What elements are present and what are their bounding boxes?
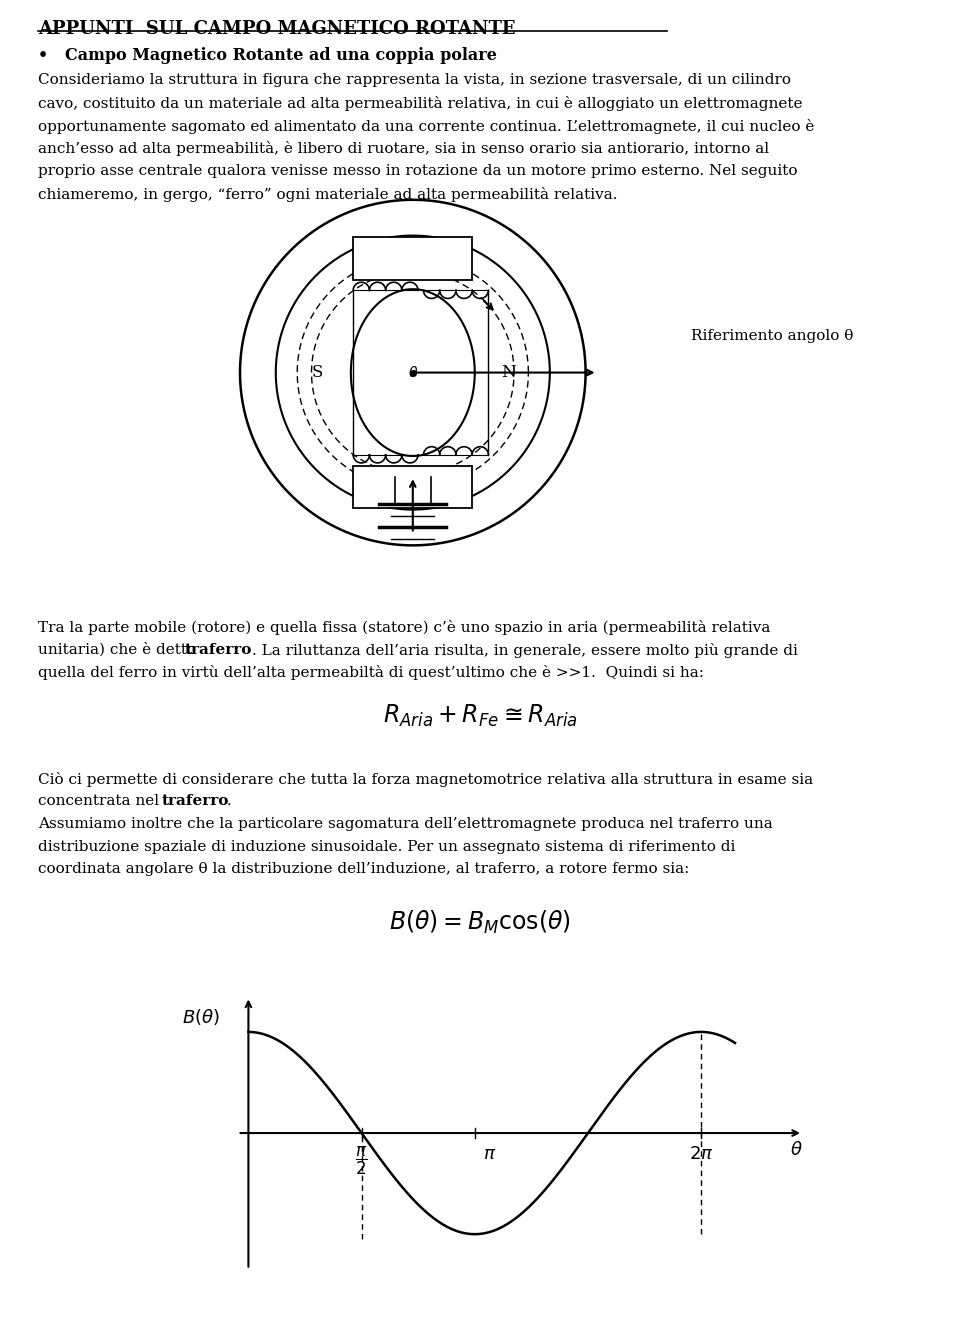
Text: $2\pi$: $2\pi$: [689, 1145, 713, 1164]
Text: anch’esso ad alta permeabilità, è libero di ruotare, sia in senso orario sia ant: anch’esso ad alta permeabilità, è libero…: [38, 141, 770, 156]
Text: unitaria) che è detto: unitaria) che è detto: [38, 643, 206, 657]
Text: $R_{\mathit{Aria}}+R_{\mathit{Fe}}\cong R_{\mathit{Aria}}$: $R_{\mathit{Aria}}+R_{\mathit{Fe}}\cong …: [382, 702, 578, 729]
Text: $\theta$: $\theta$: [408, 365, 418, 380]
Text: APPUNTI  SUL CAMPO MAGNETICO ROTANTE: APPUNTI SUL CAMPO MAGNETICO ROTANTE: [38, 20, 516, 39]
Polygon shape: [353, 237, 472, 280]
Text: Tra la parte mobile (rotore) e quella fissa (statore) c’è uno spazio in aria (pe: Tra la parte mobile (rotore) e quella fi…: [38, 620, 771, 635]
Text: distribuzione spaziale di induzione sinusoidale. Per un assegnato sistema di rif: distribuzione spaziale di induzione sinu…: [38, 840, 735, 854]
Text: •   Campo Magnetico Rotante ad una coppia polare: • Campo Magnetico Rotante ad una coppia …: [38, 47, 497, 64]
Text: concentrata nel: concentrata nel: [38, 794, 164, 809]
Text: coordinata angolare θ la distribuzione dell’induzione, al traferro, a rotore fer: coordinata angolare θ la distribuzione d…: [38, 862, 690, 877]
Text: $\theta$: $\theta$: [790, 1141, 803, 1160]
Text: $\dfrac{\pi}{2}$: $\dfrac{\pi}{2}$: [355, 1145, 368, 1177]
Text: $B(\theta)$: $B(\theta)$: [182, 1006, 220, 1028]
Text: $\pi$: $\pi$: [484, 1145, 496, 1164]
Text: S: S: [312, 364, 324, 381]
Text: Consideriamo la struttura in figura che rappresenta la vista, in sezione trasver: Consideriamo la struttura in figura che …: [38, 73, 791, 88]
Text: proprio asse centrale qualora venisse messo in rotazione da un motore primo este: proprio asse centrale qualora venisse me…: [38, 164, 798, 179]
Text: quella del ferro in virtù dell’alta permeabiltà di quest’ultimo che è >>1.  Quin: quella del ferro in virtù dell’alta perm…: [38, 665, 705, 680]
Text: $B(\theta)=B_{M}\cos(\theta)$: $B(\theta)=B_{M}\cos(\theta)$: [389, 909, 571, 936]
Text: Riferimento angolo θ: Riferimento angolo θ: [691, 329, 853, 343]
Polygon shape: [353, 465, 472, 508]
Text: traferro: traferro: [184, 643, 252, 657]
Text: traferro: traferro: [161, 794, 228, 809]
Text: chiameremo, in gergo, “ferro” ogni materiale ad alta permeabilità relativa.: chiameremo, in gergo, “ferro” ogni mater…: [38, 187, 618, 201]
Text: N: N: [501, 364, 516, 381]
Text: cavo, costituito da un materiale ad alta permeabilità relativa, in cui è alloggi: cavo, costituito da un materiale ad alta…: [38, 96, 803, 111]
Text: Assumiamo inoltre che la particolare sagomatura dell’elettromagnete produca nel : Assumiamo inoltre che la particolare sag…: [38, 817, 773, 832]
Text: . La riluttanza dell’aria risulta, in generale, essere molto più grande di: . La riluttanza dell’aria risulta, in ge…: [252, 643, 798, 657]
Text: .: .: [227, 794, 231, 809]
Text: Ciò ci permette di considerare che tutta la forza magnetomotrice relativa alla s: Ciò ci permette di considerare che tutta…: [38, 772, 813, 786]
Text: opportunamente sagomato ed alimentato da una corrente continua. L’elettromagnete: opportunamente sagomato ed alimentato da…: [38, 119, 815, 133]
